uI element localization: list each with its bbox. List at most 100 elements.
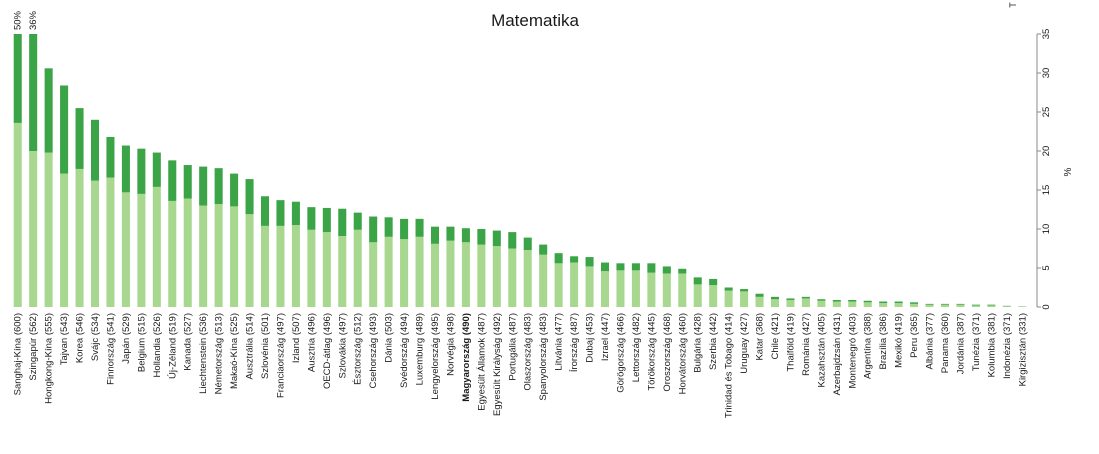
bar-segment-upper <box>755 293 764 297</box>
bar-segment-lower <box>817 300 826 307</box>
bar-segment-upper <box>801 296 810 299</box>
bar-segment-lower <box>121 192 130 307</box>
x-tick-label: Görögország (466) <box>615 313 626 393</box>
y-tick-label: 20 <box>1041 146 1052 157</box>
bar-segment-upper <box>724 287 733 291</box>
x-tick-label: Norvégia (498) <box>445 313 456 376</box>
x-tick-label: Ausztria (496) <box>306 313 317 372</box>
y-tick-label: 10 <box>1041 224 1052 235</box>
bar-segment-upper <box>709 278 718 286</box>
bar-segment-lower <box>214 204 223 307</box>
bar-segment-lower <box>137 193 146 307</box>
bar-segment-lower <box>168 200 177 307</box>
bar-segment-lower <box>662 273 671 307</box>
clipped-legend-text: T <box>1008 2 1018 8</box>
x-tick-label: Németország (513) <box>214 313 225 394</box>
bar-segment-lower <box>1002 306 1011 307</box>
x-tick-label: Kanada (527) <box>183 313 194 371</box>
x-tick-label: Olaszország (483) <box>523 313 534 391</box>
y-axis-label: % <box>1063 167 1074 176</box>
bar-segment-upper <box>446 226 455 241</box>
x-tick-label: Indonézia (371) <box>1002 313 1013 379</box>
bar-segment-upper <box>400 218 409 240</box>
bar-segment-lower <box>415 236 424 307</box>
x-tick-label: Svédország (494) <box>399 313 410 388</box>
bar-segment-lower <box>152 186 161 307</box>
bar-segment-lower <box>60 173 69 307</box>
bar-segment-lower <box>724 290 733 307</box>
bar-segment-upper <box>693 277 702 285</box>
bar-segment-lower <box>384 236 393 307</box>
x-tick-label: Mexikó (419) <box>894 313 905 368</box>
x-tick-label: Katar (368) <box>755 313 766 361</box>
bar-segment-upper <box>369 216 378 243</box>
bar-segment-upper <box>44 68 53 153</box>
x-tick-label: Montenegró (403) <box>847 313 858 389</box>
bar-segment-lower <box>230 206 239 307</box>
x-tick-label: Korea (546) <box>75 313 86 363</box>
x-tick-label: Dubaj (453) <box>585 313 596 363</box>
bar-segment-upper <box>662 266 671 274</box>
x-tick-label: Egyesült Államok (487) <box>476 313 487 411</box>
bar-segment-upper <box>152 152 161 187</box>
bar-segment-lower <box>570 262 579 307</box>
bar-segment-lower <box>353 229 362 307</box>
bar-segment-upper <box>863 300 872 303</box>
x-axis-labels: Sanghaj-Kína (600) Szingapúr (562) Hongkon… <box>13 313 1029 418</box>
x-tick-label: Dánia (503) <box>384 313 395 363</box>
bar-segment-upper <box>199 166 208 206</box>
bar-segment-upper <box>678 268 687 274</box>
x-tick-label: Szerbia (442) <box>708 313 719 370</box>
x-tick-label: Azerbajdzsán (431) <box>832 313 843 395</box>
x-tick-label: Uruguay (427) <box>739 313 750 374</box>
x-tick-label: Magyarország (490) <box>461 313 472 402</box>
bar-segment-lower <box>910 303 919 307</box>
bar-segment-upper <box>832 299 841 302</box>
bar-segment-upper <box>214 168 223 205</box>
x-tick-label: Jordánia (387) <box>955 313 966 374</box>
bar-segment-upper <box>260 196 270 226</box>
bar-segment-lower <box>554 263 563 307</box>
bar-segment-lower <box>245 214 254 307</box>
bar-segment-upper <box>600 262 610 272</box>
x-tick-label: Írország (487) <box>569 313 580 372</box>
x-tick-label: Románia (427) <box>801 313 812 376</box>
x-tick-label: Kirgizisztán (331) <box>1017 313 1028 386</box>
bar-segment-upper <box>539 244 548 255</box>
bar-segment-lower <box>291 225 300 307</box>
x-tick-label: Svájc (534) <box>90 313 101 361</box>
bar-segment-lower <box>369 242 378 307</box>
bar-segment-lower <box>740 291 749 307</box>
bar-segment-lower <box>956 304 965 307</box>
bar-segment-upper <box>13 34 22 123</box>
x-tick-label: Belgium (515) <box>136 313 147 372</box>
x-tick-label: Peru (365) <box>909 313 920 358</box>
bar-segment-lower <box>631 270 640 307</box>
x-tick-label: Izland (507) <box>291 313 302 363</box>
bar-segment-upper <box>647 263 656 273</box>
bar-segment-lower <box>678 273 687 307</box>
x-tick-label: Portugália (487) <box>507 313 518 381</box>
bar-segment-upper <box>307 207 316 230</box>
bar-segment-upper <box>384 217 393 237</box>
bar-segment-lower <box>647 272 656 307</box>
y-tick-label: 0 <box>1041 304 1052 309</box>
x-tick-label: Szlovákia (497) <box>337 313 348 378</box>
bar-segment-lower <box>770 299 780 307</box>
bar-segment-lower <box>585 266 594 307</box>
x-tick-label: Oroszország (468) <box>662 313 673 392</box>
x-tick-label: Horvátország (460) <box>677 313 688 394</box>
bar-segment-lower <box>75 168 84 307</box>
bar-segment-upper <box>461 228 470 243</box>
bar-segment-upper <box>940 303 950 305</box>
bar-segment-lower <box>894 303 903 307</box>
bar-segment-upper <box>322 207 331 233</box>
y-tick-label: 5 <box>1041 265 1052 270</box>
bar-segment-lower <box>199 205 208 307</box>
bar-segment-upper <box>848 299 857 302</box>
bar-segment-upper <box>492 230 501 247</box>
bar-segment-lower <box>786 299 795 307</box>
bar-segment-upper <box>291 201 300 226</box>
bar-segment-upper <box>121 145 130 193</box>
